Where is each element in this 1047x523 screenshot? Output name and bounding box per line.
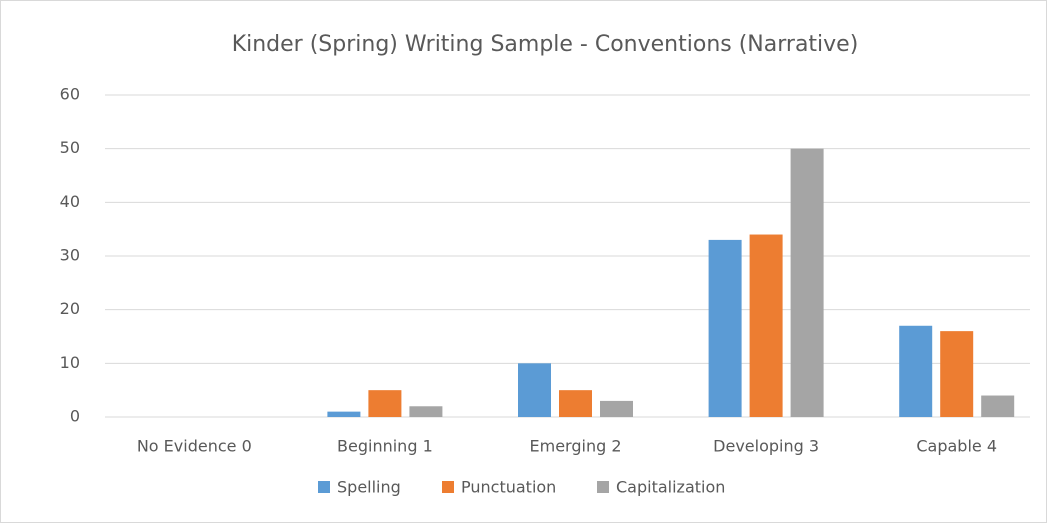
bar [708, 239, 742, 417]
legend-swatch [597, 481, 609, 493]
y-tick-label: 0 [70, 407, 80, 426]
y-tick-label: 40 [60, 192, 80, 211]
bar [409, 406, 443, 417]
legend-label: Punctuation [461, 478, 556, 497]
bar [899, 325, 933, 417]
x-tick-label: No Evidence 0 [137, 437, 252, 456]
x-tick-label: Beginning 1 [337, 437, 433, 456]
y-tick-label: 20 [60, 299, 80, 318]
legend-label: Spelling [337, 478, 401, 497]
bar [749, 234, 783, 417]
bar [559, 390, 592, 417]
y-tick-label: 10 [60, 353, 80, 372]
x-tick-label: Developing 3 [713, 437, 819, 456]
chart-title: Kinder (Spring) Writing Sample - Convent… [232, 32, 859, 57]
y-tick-label: 30 [60, 246, 80, 265]
y-tick-label: 60 [60, 85, 80, 104]
x-tick-label: Emerging 2 [530, 437, 622, 456]
bar [600, 400, 633, 417]
bar [518, 363, 551, 417]
bar [368, 390, 402, 417]
legend-swatch [318, 481, 330, 493]
bar [981, 395, 1015, 417]
legend-swatch [442, 481, 454, 493]
legend-label: Capitalization [616, 478, 725, 497]
bar [327, 411, 361, 417]
bar [790, 148, 824, 417]
x-tick-label: Capable 4 [916, 437, 997, 456]
bar [940, 331, 974, 417]
y-tick-label: 50 [60, 138, 80, 157]
